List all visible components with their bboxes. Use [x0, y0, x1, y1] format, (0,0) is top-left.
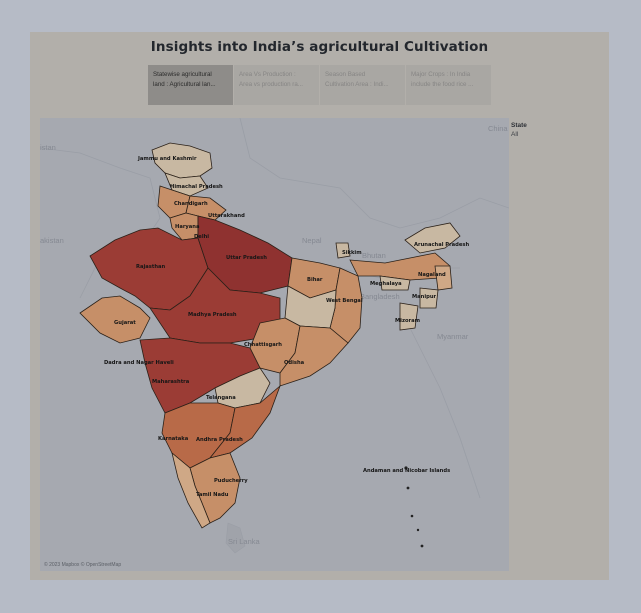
country-label-afghanistan: istan — [40, 143, 56, 152]
state-label: Mizoram — [395, 318, 420, 324]
dashboard: Insights into India’s agricultural Culti… — [30, 32, 609, 580]
state-odisha[interactable] — [279, 325, 349, 387]
map-attribution[interactable]: © 2023 Mapbox © OpenStreetMap — [44, 562, 122, 568]
state-label: Andhra Pradesh — [196, 437, 243, 443]
island-mark — [420, 544, 424, 548]
state-label: Telangana — [206, 395, 236, 401]
tab-line2: land : Agricultural lan... — [153, 81, 216, 88]
state-label: Maharashtra — [152, 379, 190, 385]
story-tabs: Statewise agricultural land : Agricultur… — [148, 65, 492, 105]
state-meghalaya[interactable] — [379, 275, 411, 291]
state-label: Uttar Pradesh — [226, 255, 267, 261]
tab-season-based-cultivation[interactable]: Season Based Cultivation Area : Indi... — [320, 65, 405, 105]
country-label-sri-lanka: Sri Lanka — [228, 537, 261, 546]
map-canvas: China akistan istan Nepal Bhutan Banglad… — [40, 118, 509, 554]
state-label: Odisha — [284, 360, 305, 366]
state-gujarat[interactable] — [79, 295, 151, 344]
tab-statewise-agricultural-land[interactable]: Statewise agricultural land : Agricultur… — [148, 65, 233, 105]
state-label: Rajasthan — [136, 264, 166, 270]
india-choropleth-map[interactable]: China akistan istan Nepal Bhutan Banglad… — [40, 118, 509, 571]
state-label: Manipur — [412, 294, 437, 300]
tab-line1: Season Based — [325, 71, 366, 78]
state-label: Chhattisgarh — [244, 342, 282, 348]
state-label: Meghalaya — [370, 281, 402, 287]
dashboard-title: Insights into India’s agricultural Culti… — [150, 39, 489, 55]
state-label: Delhi — [194, 234, 209, 240]
country-label-bhutan: Bhutan — [362, 251, 386, 260]
state-label: Madhya Pradesh — [188, 312, 237, 318]
state-label: Bihar — [307, 277, 323, 283]
tab-area-vs-production[interactable]: Area Vs Production : Area vs production … — [234, 65, 319, 105]
tab-line2: Cultivation Area : Indi... — [325, 81, 389, 88]
state-andhra-pradesh[interactable] — [208, 384, 281, 459]
country-label-pakistan: akistan — [40, 236, 64, 245]
sri-lanka-shape — [225, 522, 246, 554]
state-label: Himachal Pradesh — [170, 184, 223, 190]
country-label-china: China — [488, 124, 508, 133]
country-label-nepal: Nepal — [302, 236, 322, 245]
state-label: Karnataka — [158, 436, 189, 442]
state-arunachal-pradesh[interactable] — [404, 222, 461, 254]
country-label-myanmar: Myanmar — [437, 332, 469, 341]
state-kerala[interactable] — [171, 451, 211, 529]
state-label: Arunachal Pradesh — [414, 242, 469, 248]
state-mizoram[interactable] — [399, 302, 419, 331]
island-mark — [406, 486, 410, 490]
state-label: Puducherry — [214, 478, 248, 484]
state-sikkim[interactable] — [335, 242, 351, 259]
tab-line2: include the food rice ... — [411, 81, 474, 88]
tab-line1: Statewise agricultural — [153, 71, 212, 78]
state-filter[interactable]: State All — [511, 122, 601, 138]
state-jammu-and-kashmir[interactable] — [151, 142, 213, 179]
tab-major-crops[interactable]: Major Crops : In India include the food … — [406, 65, 491, 105]
state-label: Gujarat — [114, 320, 136, 326]
state-label: Haryana — [175, 224, 200, 230]
country-border-line — [239, 118, 509, 229]
state-label: Nagaland — [418, 272, 446, 278]
state-filter-value[interactable]: All — [511, 131, 519, 138]
state-label: Sikkim — [342, 250, 362, 256]
tab-line1: Area Vs Production : — [239, 71, 296, 78]
island-mark — [410, 514, 414, 518]
country-border-line — [399, 307, 481, 499]
state-manipur[interactable] — [419, 287, 439, 309]
state-nagaland[interactable] — [434, 265, 453, 291]
state-label: Tamil Nadu — [196, 492, 229, 498]
island-mark — [416, 528, 420, 532]
state-label: Jammu and Kashmir — [137, 156, 197, 162]
state-label: Uttarakhand — [208, 213, 245, 219]
state-label: Chandigarh — [174, 201, 208, 207]
tab-line1: Major Crops : In India — [411, 71, 471, 78]
tab-line2: Area vs production ra... — [239, 81, 303, 88]
state-filter-label: State — [511, 122, 527, 129]
country-label-bangladesh: Bangladesh — [360, 292, 400, 301]
state-label: Dadra and Nagar Haveli — [104, 360, 174, 366]
island-mark — [404, 466, 408, 470]
state-label: West Bengal — [326, 298, 363, 304]
state-label: Andaman and Nicobar Islands — [363, 468, 450, 474]
